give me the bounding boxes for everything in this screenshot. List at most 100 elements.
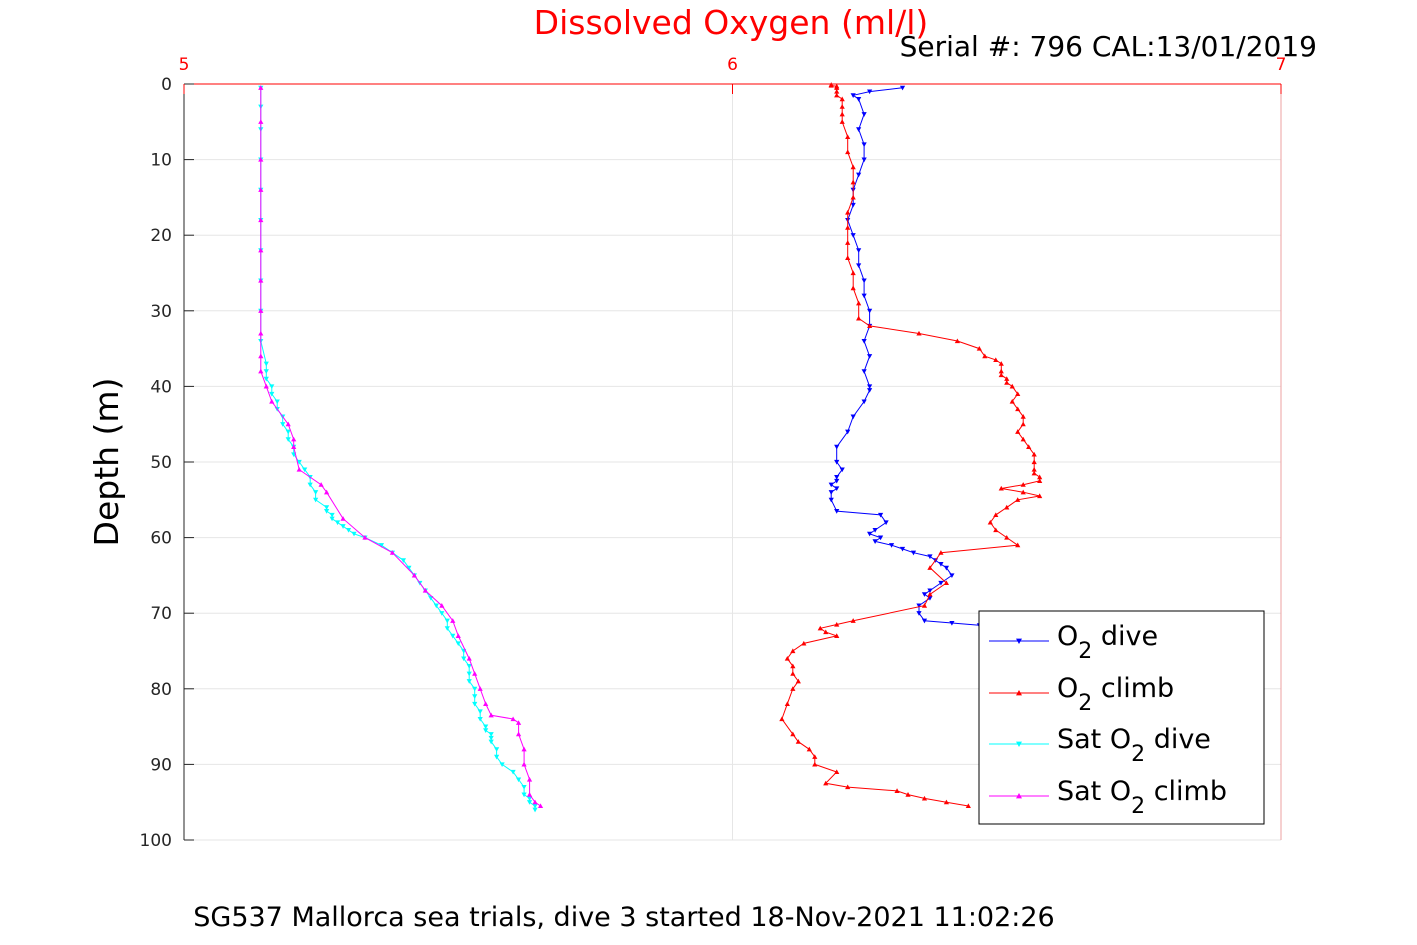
legend-entry-label: O2 dive <box>1057 621 1158 664</box>
data-point <box>345 527 352 533</box>
data-point <box>861 369 867 374</box>
data-point <box>872 539 878 544</box>
y-tick-label: 10 <box>150 151 172 171</box>
data-point <box>982 353 988 359</box>
data-point <box>532 799 538 805</box>
data-point <box>1004 535 1010 540</box>
data-point <box>850 285 856 291</box>
data-point <box>258 187 264 192</box>
data-point <box>526 800 533 805</box>
data-point <box>433 603 439 609</box>
data-point <box>927 588 933 594</box>
data-point <box>1020 489 1026 495</box>
data-point <box>872 527 878 533</box>
data-point <box>834 444 840 450</box>
data-point <box>856 315 862 321</box>
data-point <box>938 550 944 555</box>
data-point <box>274 399 280 405</box>
data-point <box>280 422 286 427</box>
data-point <box>472 686 478 692</box>
data-point <box>477 716 483 722</box>
data-point <box>845 209 851 215</box>
x-tick-label: 6 <box>727 55 738 75</box>
data-point <box>850 194 856 200</box>
data-point <box>921 795 928 801</box>
data-point <box>845 134 851 139</box>
data-point <box>483 701 489 706</box>
data-point <box>784 701 790 706</box>
data-point <box>285 437 291 442</box>
data-point <box>790 731 796 737</box>
data-point <box>998 368 1004 374</box>
data-point <box>823 780 829 786</box>
data-point <box>1020 421 1026 427</box>
data-point <box>1004 380 1010 385</box>
data-point <box>472 694 478 699</box>
data-point <box>258 157 264 162</box>
data-point <box>861 293 867 299</box>
data-point <box>499 762 505 767</box>
data-point <box>291 444 297 449</box>
data-point <box>845 429 851 435</box>
data-point <box>867 388 873 393</box>
data-point <box>938 580 944 586</box>
data-point <box>856 248 862 253</box>
data-point <box>1009 398 1015 404</box>
x-tick-label: 5 <box>179 55 190 75</box>
data-point <box>943 565 950 571</box>
data-point <box>269 384 275 389</box>
data-point <box>921 603 928 608</box>
data-point <box>258 85 264 90</box>
data-point <box>466 679 472 684</box>
data-point <box>263 376 269 382</box>
data-point <box>1020 436 1026 442</box>
chart-subtitle: Serial #: 796 CAL:13/01/2019 <box>900 30 1317 63</box>
data-point <box>472 701 478 707</box>
data-point <box>850 93 856 98</box>
data-point <box>302 467 308 473</box>
data-point <box>263 383 269 389</box>
data-point <box>318 482 324 487</box>
data-point <box>515 731 522 737</box>
data-point <box>329 516 335 522</box>
y-tick-label: 100 <box>140 831 172 851</box>
y-tick-label: 20 <box>150 226 172 246</box>
data-point <box>839 467 845 473</box>
data-point <box>455 641 461 647</box>
data-point <box>779 716 785 722</box>
data-point <box>998 485 1004 491</box>
data-point <box>856 127 862 132</box>
data-point <box>790 663 796 669</box>
data-point <box>1020 414 1026 419</box>
data-point <box>943 799 950 805</box>
data-point <box>521 746 527 752</box>
data-point <box>324 509 330 514</box>
chart-caption: SG537 Mallorca sea trials, dive 3 starte… <box>193 902 1054 933</box>
data-point <box>943 580 950 586</box>
data-point <box>861 142 867 148</box>
data-point <box>949 620 955 626</box>
y-tick-label: 90 <box>150 755 172 775</box>
y-tick-label: 40 <box>150 377 172 397</box>
data-point <box>998 361 1004 366</box>
data-point <box>856 263 862 269</box>
data-point <box>834 509 840 514</box>
data-point <box>472 671 478 676</box>
data-point <box>850 233 856 238</box>
data-point <box>1004 504 1010 510</box>
data-point <box>1015 429 1021 434</box>
data-point <box>488 739 494 745</box>
data-point <box>801 640 807 646</box>
legend-swatch-marker <box>1016 793 1022 799</box>
data-point <box>867 89 873 95</box>
data-point <box>965 803 971 809</box>
data-point <box>263 369 269 374</box>
data-point <box>1031 466 1037 472</box>
data-point <box>1031 459 1037 465</box>
data-point <box>269 398 275 404</box>
data-point <box>307 482 313 488</box>
data-point <box>877 512 884 518</box>
data-point <box>867 531 873 537</box>
data-point <box>894 788 900 793</box>
